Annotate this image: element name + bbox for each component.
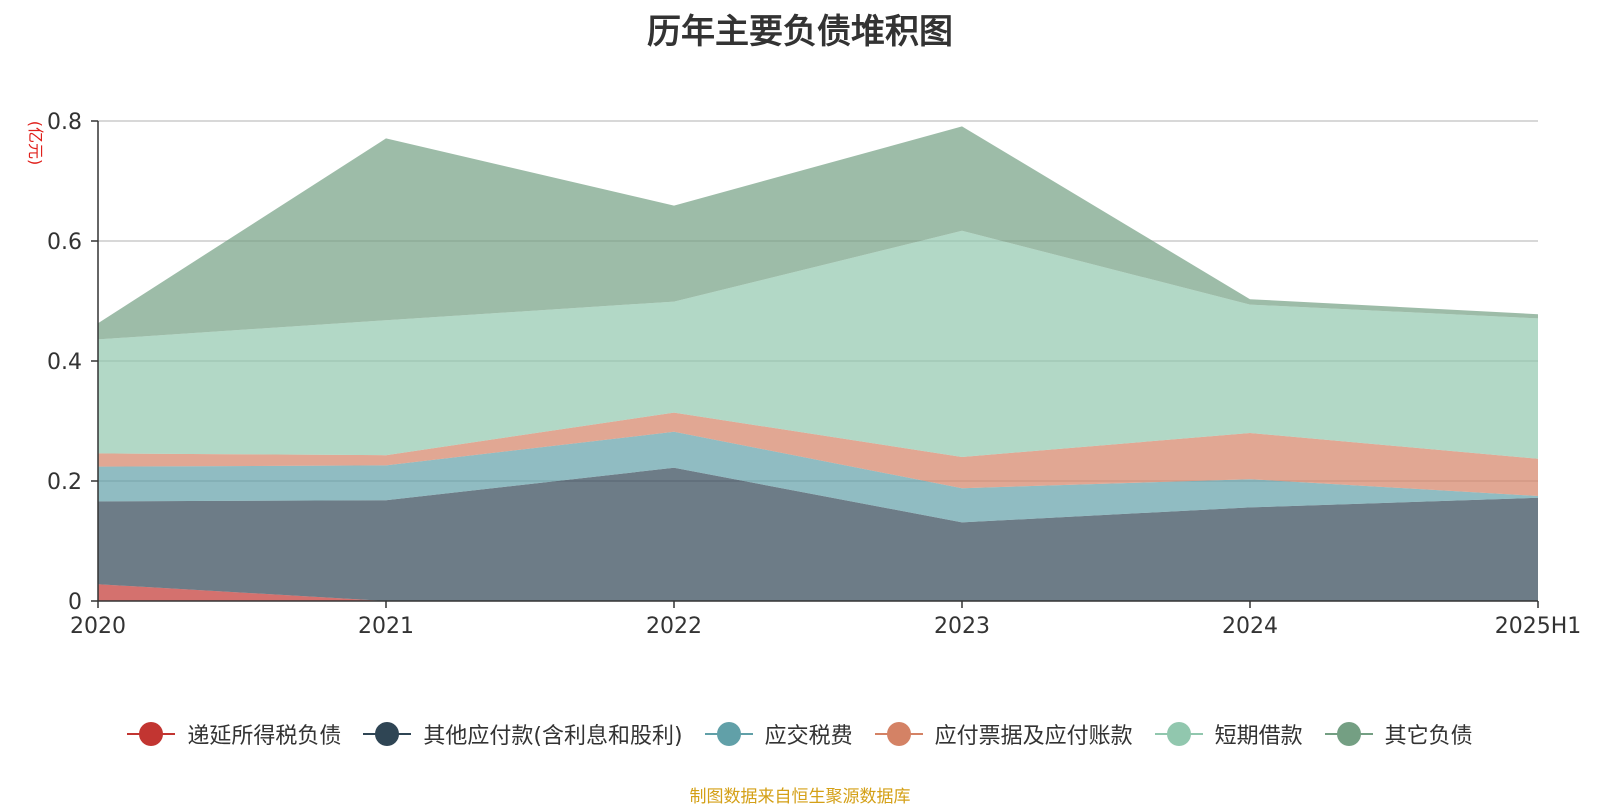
legend-label: 应交税费 <box>764 724 853 749</box>
legend: 递延所得税负债 其他应付款(含利息和股利) 应交税费 应付票据及应付账款 短期借款 其它负… <box>0 718 1600 750</box>
source-note: 制图数据来自恒生聚源数据库 <box>689 787 911 807</box>
x-tick-label: 2020 <box>70 614 126 639</box>
area-series-3[interactable] <box>98 431 1538 523</box>
x-tick-label: 2024 <box>1222 614 1278 639</box>
y-tick-label: 0.4 <box>47 350 82 375</box>
legend-item-3[interactable]: 应交税费 <box>704 718 853 750</box>
chart-title: 历年主要负债堆积图 <box>647 12 953 52</box>
legend-marker-icon <box>1154 722 1203 746</box>
area-series-1[interactable] <box>98 584 1538 601</box>
legend-marker-icon <box>363 722 412 746</box>
legend-label: 应付票据及应付账款 <box>934 724 1133 749</box>
legend-marker-icon <box>1324 722 1373 746</box>
legend-label: 其他应付款(含利息和股利) <box>423 724 683 749</box>
area-layer <box>98 126 1538 601</box>
area-series-2[interactable] <box>98 467 1538 601</box>
legend-marker-icon <box>874 722 923 746</box>
y-tick-label: 0.2 <box>47 470 82 495</box>
axis-layer: 0 0.2 0.4 0.6 0.8 2020 2021 2022 2023 2024 2025H1 <box>47 110 1581 639</box>
x-tick-label: 2021 <box>358 614 414 639</box>
area-series-6[interactable] <box>98 126 1538 340</box>
area-series-4[interactable] <box>98 412 1538 496</box>
legend-item-1[interactable]: 递延所得税负债 <box>127 718 341 750</box>
legend-item-4[interactable]: 应付票据及应付账款 <box>874 718 1133 750</box>
legend-label: 递延所得税负债 <box>187 724 342 749</box>
y-tick-label: 0.8 <box>47 110 82 135</box>
y-tick-label: 0 <box>68 590 82 615</box>
y-axis-unit-label: (亿元) <box>26 121 45 166</box>
area-series-5[interactable] <box>98 230 1538 459</box>
x-tick-label: 2023 <box>934 614 990 639</box>
legend-item-6[interactable]: 其它负债 <box>1324 718 1473 750</box>
legend-label: 短期借款 <box>1214 724 1303 749</box>
legend-marker-icon <box>704 722 753 746</box>
legend-marker-icon <box>127 722 176 746</box>
legend-item-2[interactable]: 其他应付款(含利息和股利) <box>363 718 683 750</box>
legend-item-5[interactable]: 短期借款 <box>1154 718 1303 750</box>
y-tick-label: 0.6 <box>47 230 82 255</box>
legend-label: 其它负债 <box>1384 724 1473 749</box>
x-tick-label: 2025H1 <box>1495 614 1582 639</box>
x-tick-label: 2022 <box>646 614 702 639</box>
